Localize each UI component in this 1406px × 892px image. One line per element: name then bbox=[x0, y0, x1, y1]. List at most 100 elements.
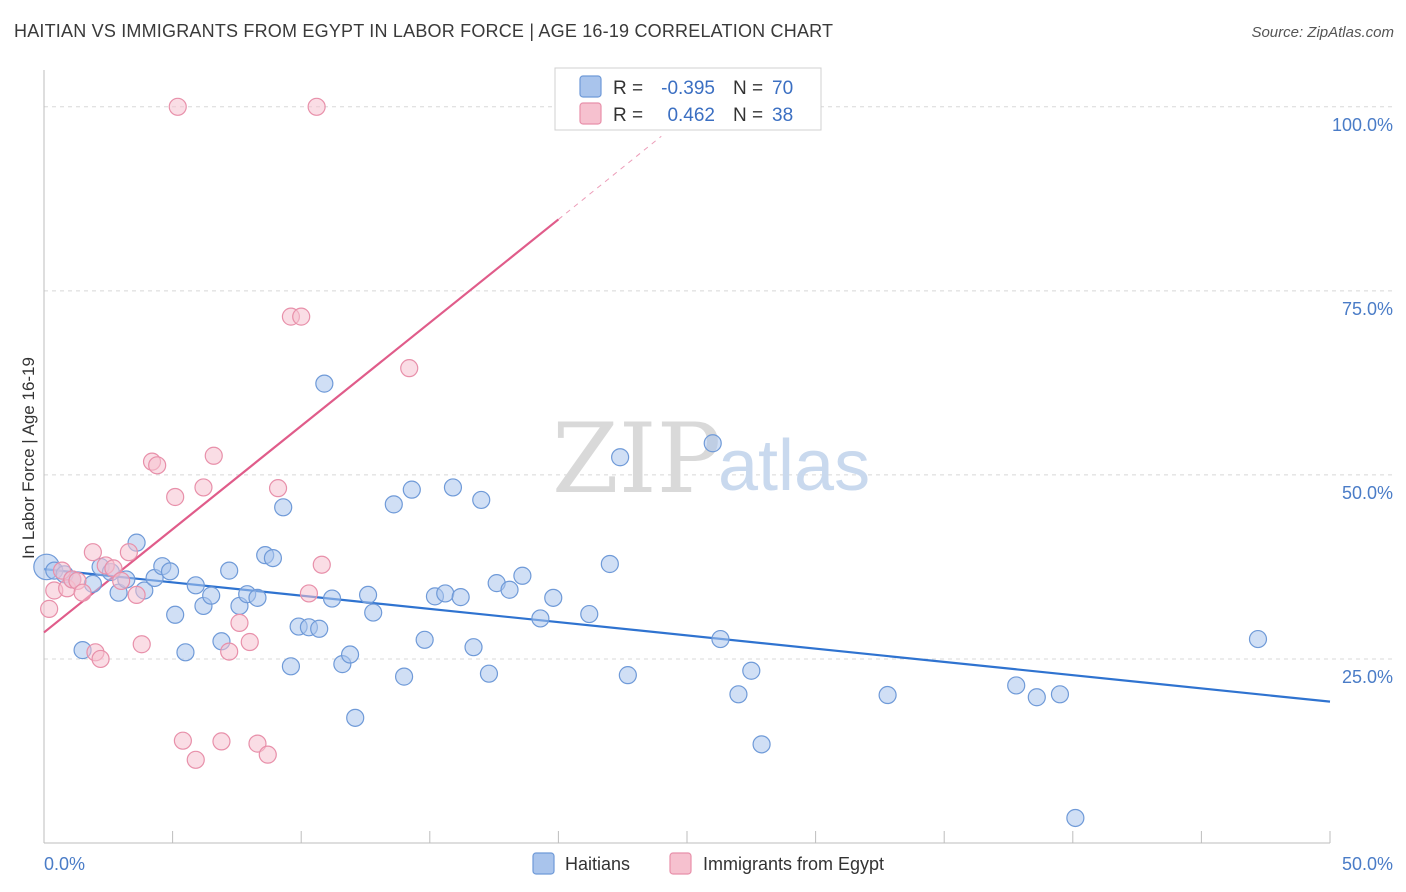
haitians-point-42 bbox=[415, 630, 434, 649]
watermark-zip-text: ZIP bbox=[552, 403, 721, 515]
trend-line-ext-1 bbox=[558, 135, 662, 220]
watermark: ZIP atlas bbox=[552, 403, 870, 515]
haitians-point-33 bbox=[322, 589, 342, 608]
haitians-point-62 bbox=[742, 661, 761, 680]
egypt-point-22 bbox=[204, 446, 223, 465]
bottom-legend-swatch-haitians bbox=[532, 852, 555, 875]
egypt-point-31 bbox=[292, 307, 311, 326]
y-axis-label: In Labor Force | Age 16-19 bbox=[19, 357, 38, 559]
egypt-point-9 bbox=[91, 649, 110, 669]
haitians-point-37 bbox=[358, 585, 378, 605]
legend-r-label-2: R = bbox=[613, 105, 643, 126]
bottom-legend-swatch-egypt bbox=[669, 852, 692, 875]
haitians-point-57 bbox=[611, 448, 630, 467]
haitians-point-32 bbox=[315, 374, 334, 393]
egypt-point-12 bbox=[112, 571, 131, 591]
haitians-point-41 bbox=[402, 480, 421, 499]
tick-labels: 25.0% 50.0% 75.0% 100.0% 0.0% 50.0% bbox=[44, 115, 1393, 874]
legend-n-value-2: 38 bbox=[772, 105, 793, 126]
haitians-point-69 bbox=[1248, 629, 1268, 649]
haitians-point-35 bbox=[340, 645, 360, 664]
haitians-point-39 bbox=[384, 495, 403, 514]
haitians-point-68 bbox=[1066, 808, 1085, 828]
bottom-legend-label-haitians: Haitians bbox=[565, 854, 630, 874]
haitians-point-14 bbox=[160, 562, 180, 581]
haitians-point-45 bbox=[443, 478, 463, 497]
chart-title: HAITIAN VS IMMIGRANTS FROM EGYPT IN LABO… bbox=[14, 21, 834, 41]
haitians-point-65 bbox=[1007, 676, 1026, 695]
egypt-point-23 bbox=[212, 732, 231, 751]
egypt-point-17 bbox=[148, 456, 167, 475]
y-tick-label-1: 50.0% bbox=[1342, 483, 1393, 503]
trend-line-0 bbox=[43, 568, 1331, 703]
haitians-point-31 bbox=[310, 619, 329, 638]
x-tick-label-1: 50.0% bbox=[1342, 854, 1393, 874]
egypt-point-21 bbox=[194, 478, 213, 497]
egypt-point-29 bbox=[268, 479, 288, 498]
bottom-legend-label-egypt: Immigrants from Egypt bbox=[703, 854, 884, 874]
haitians-point-49 bbox=[479, 664, 499, 683]
egypt-point-36 bbox=[307, 97, 326, 116]
egypt-point-15 bbox=[132, 635, 151, 654]
haitians-point-53 bbox=[531, 609, 550, 628]
haitians-point-27 bbox=[274, 498, 293, 517]
egypt-point-7 bbox=[83, 543, 102, 562]
haitians-point-48 bbox=[472, 490, 491, 510]
haitians-point-26 bbox=[263, 548, 283, 568]
haitians-point-58 bbox=[618, 666, 637, 685]
haitians-point-40 bbox=[394, 667, 414, 686]
egypt-point-0 bbox=[40, 599, 59, 618]
axes bbox=[43, 70, 1331, 844]
legend-swatch-blue bbox=[579, 75, 602, 98]
bottom-legend: Haitians Immigrants from Egypt bbox=[532, 852, 884, 875]
legend-r-value-1: -0.395 bbox=[661, 78, 715, 99]
haitians-point-21 bbox=[220, 561, 239, 580]
data-points bbox=[33, 97, 1268, 828]
egypt-point-13 bbox=[119, 543, 138, 562]
haitians-point-63 bbox=[752, 735, 771, 754]
egypt-point-18 bbox=[166, 487, 185, 507]
egypt-point-32 bbox=[299, 584, 319, 603]
source-label: Source: ZipAtlas.com bbox=[1251, 24, 1394, 41]
egypt-point-35 bbox=[168, 97, 187, 116]
y-tick-label-2: 75.0% bbox=[1342, 299, 1393, 319]
legend-n-value-1: 70 bbox=[772, 78, 793, 99]
haitians-point-16 bbox=[176, 643, 195, 662]
trend-line-1 bbox=[43, 218, 560, 634]
egypt-point-19 bbox=[173, 731, 192, 750]
haitians-point-36 bbox=[346, 708, 365, 727]
egypt-point-33 bbox=[312, 555, 331, 574]
haitians-point-19 bbox=[202, 586, 221, 605]
haitians-point-59 bbox=[703, 434, 722, 453]
haitians-point-47 bbox=[464, 638, 483, 657]
haitians-point-54 bbox=[544, 588, 563, 607]
y-tick-label-0: 25.0% bbox=[1342, 667, 1393, 687]
egypt-point-6 bbox=[73, 583, 92, 602]
egypt-point-20 bbox=[186, 750, 205, 769]
egypt-point-34 bbox=[400, 359, 419, 378]
egypt-point-24 bbox=[220, 642, 239, 661]
watermark-atlas-text: atlas bbox=[718, 426, 870, 506]
legend-n-label-2: N = bbox=[733, 105, 763, 126]
haitians-point-64 bbox=[878, 685, 897, 705]
legend-r-label-1: R = bbox=[613, 78, 643, 99]
haitians-point-28 bbox=[281, 657, 301, 676]
egypt-point-14 bbox=[127, 585, 146, 605]
haitians-point-61 bbox=[729, 685, 748, 704]
legend-r-value-2: 0.462 bbox=[667, 105, 715, 126]
haitians-point-38 bbox=[364, 603, 383, 622]
haitians-point-66 bbox=[1027, 688, 1046, 707]
legend-swatch-pink bbox=[579, 102, 602, 125]
haitians-point-52 bbox=[513, 566, 532, 585]
grid-lines bbox=[44, 106, 1392, 660]
haitians-point-46 bbox=[451, 588, 470, 607]
haitians-point-67 bbox=[1050, 685, 1070, 704]
egypt-point-28 bbox=[258, 745, 277, 764]
haitians-point-17 bbox=[186, 576, 205, 595]
haitians-point-56 bbox=[600, 554, 619, 574]
haitians-point-51 bbox=[500, 580, 519, 599]
haitians-point-55 bbox=[580, 604, 599, 624]
legend: R = -0.395 N = 70 R = 0.462 N = 38 bbox=[554, 67, 822, 131]
x-tick-label-0: 0.0% bbox=[44, 854, 85, 874]
